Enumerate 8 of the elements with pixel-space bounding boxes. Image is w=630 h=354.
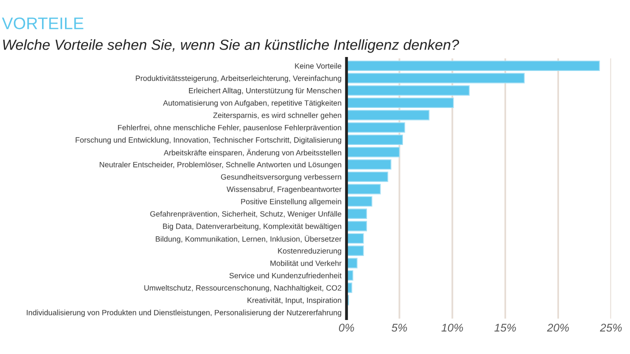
x-tick-label: 20%: [546, 324, 569, 332]
x-tick-label: 10%: [442, 324, 463, 332]
x-tick-label: 15%: [494, 324, 516, 332]
text: VORTEILE: [2, 17, 84, 30]
chart-subtitle: Welche Vorteile sehen Sie, wenn Sie an künstliche Intelligenz denken?: [3, 39, 460, 53]
x-tick-label: 5%: [392, 324, 407, 332]
x-tick-label: 25%: [600, 324, 622, 332]
x-tick-label: 0%: [338, 324, 354, 332]
